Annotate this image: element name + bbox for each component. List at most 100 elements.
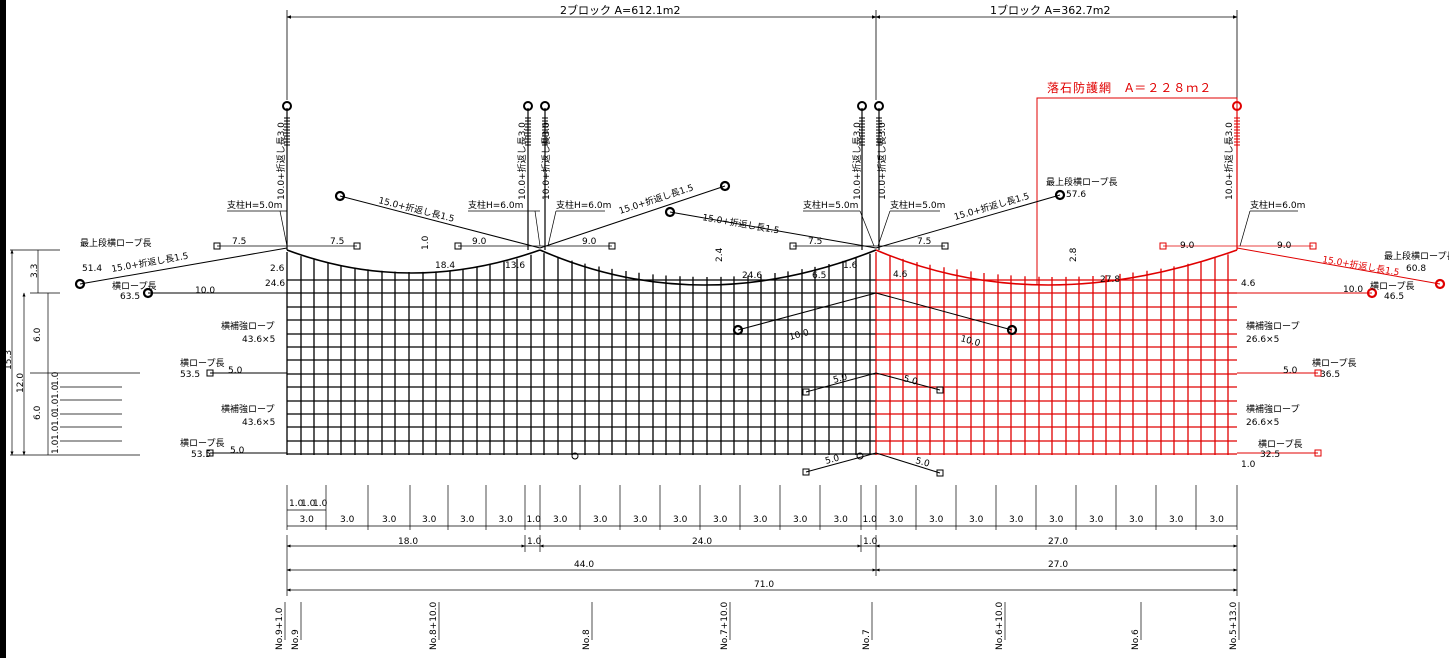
small-anchor-icon: [1314, 369, 1322, 377]
small-anchor-icon: [1309, 242, 1317, 250]
post-rope: [523, 101, 533, 250]
station-label: No.6+10.0: [995, 601, 1005, 650]
value-2-4: 2.4: [715, 247, 725, 262]
reinforce-label-left-1: 横補強ロープ: [221, 320, 274, 332]
spacing-label: 3.0: [889, 515, 904, 525]
anchor-icon: [664, 206, 676, 218]
bottom-dimension-text: 18.0 1.0 24.0 1.0 27.0 44.0 27.0 71.0: [398, 537, 1068, 590]
diagonal-rope-labels: 15.0+折返し長1.5 15.0+折返し長1.5 15.0+折返し長1.5 1…: [110, 181, 1400, 278]
station-label: No.9: [291, 629, 301, 650]
spacing-label: 3.0: [1009, 515, 1024, 525]
anchor-icon: [142, 287, 154, 299]
vertical-rope-labels: 10.0+折返し長3.0 10.0+折返し長3.0 10.0+折返し長3.0 1…: [275, 122, 1235, 200]
drope-label-1: 15.0+折返し長1.5: [110, 250, 189, 275]
left-dim-3-3: 3.3: [30, 264, 40, 278]
anchor-icon: [1006, 324, 1018, 336]
value-53-5-a: 53.5: [180, 370, 200, 380]
bottom-dim-24-0: 24.0: [692, 537, 712, 547]
value-5-0-left-b: 5.0: [230, 446, 245, 456]
value-9-0-b: 9.0: [582, 237, 597, 247]
value-5-0-diag-a: 5.0: [832, 372, 849, 385]
bottom-dim-1-0-a: 1.0: [527, 537, 542, 547]
station-label: No.6: [1131, 629, 1141, 650]
vrope-label-2: 10.0+折返し長3.0: [516, 122, 528, 200]
spacing-label: 3.0: [422, 515, 437, 525]
value-5-0-left-a: 5.0: [228, 366, 243, 376]
left-dim-6-0-b: 6.0: [33, 405, 43, 420]
drope-label-2: 15.0+折返し長1.5: [377, 194, 455, 224]
value-9-0-red-b: 9.0: [1277, 241, 1292, 251]
small-anchor-icon: [213, 242, 221, 250]
spacing-label: 3.0: [1049, 515, 1064, 525]
value-36-5: 36.5: [1320, 370, 1340, 380]
value-10-0-diag-a: 10.0: [788, 328, 810, 343]
station-label: No.8: [582, 629, 592, 650]
spacing-label: 3.0: [793, 515, 808, 525]
value-26-6x5-b: 26.6×5: [1246, 418, 1279, 428]
value-7-5-d: 7.5: [917, 237, 931, 247]
net-marker-icon: [856, 452, 864, 460]
post-rope: [540, 101, 550, 250]
reinforce-label-right-1: 横補強ロープ: [1246, 320, 1299, 332]
value-57-6: 57.6: [1066, 190, 1086, 200]
spacing-label: 3.0: [460, 515, 475, 525]
anchor-head-icon: [282, 101, 292, 111]
value-13-6: 13.6: [505, 261, 525, 271]
post-label-4: 支柱H=5.0m: [803, 199, 858, 211]
block1-area-label: 1ブロック A=362.7m2: [990, 3, 1110, 17]
rope-length-right-3: 横ロープ長: [1258, 438, 1302, 450]
protection-net-bracket: [1036, 97, 1238, 285]
left-dim-1-0-e: 1.0: [51, 425, 61, 440]
small-anchor-icon: [936, 386, 944, 394]
spacing-label: 3.0: [929, 515, 944, 525]
small-anchor-icon: [789, 242, 797, 250]
small-anchor-icon: [1159, 242, 1167, 250]
post-label-2: 支柱H=6.0m: [468, 199, 523, 211]
anchor-icon: [1434, 278, 1446, 290]
value-1-0-height: 1.0: [421, 235, 431, 250]
station-marks: No.9+1.0 No.9 No.8+10.0 No.8 No.7+10.0 No.7 No…: [275, 601, 1240, 650]
vrope-label-6: 10.0+折返し長3.0: [1223, 122, 1235, 200]
anchor-icon: [719, 180, 731, 192]
anchor-icon: [1054, 189, 1066, 201]
top-rope-length-right: 最上段横ロープ長: [1384, 250, 1449, 262]
value-18-4: 18.4: [435, 261, 455, 271]
vrope-label-1: 10.0+折返し長3.0: [275, 122, 287, 200]
spacing-label: 3.0: [673, 515, 688, 525]
spacing-label: 1.0: [863, 515, 878, 525]
value-60-8: 60.8: [1406, 264, 1426, 274]
small-anchor-icon: [608, 242, 616, 250]
spacing-label: 3.0: [553, 515, 568, 525]
spacing-label: 3.0: [753, 515, 768, 525]
left-dim-6-0-a: 6.0: [33, 327, 43, 342]
small-anchor-icon: [802, 388, 810, 396]
spacing-label: 3.0: [1129, 515, 1144, 525]
top-boundary-black: [286, 249, 877, 286]
anchor-icon: [74, 278, 86, 290]
anchor-icon: [732, 324, 744, 336]
anchor-head-icon: [857, 101, 867, 111]
reinforce-label-left-2: 横補強ロープ: [221, 403, 274, 415]
left-dim-1-0-d: 1.0: [51, 411, 61, 426]
spacing-label: 3.0: [834, 515, 849, 525]
left-dim-15-3: 15.3: [4, 350, 14, 370]
vrope-label-5: 10.0+折返し長3.0: [876, 122, 888, 200]
bottom-dim-1-0-b: 1.0: [863, 537, 878, 547]
rope-length-left-2: 横ロープ長: [180, 357, 224, 369]
post-rope: [1232, 101, 1242, 250]
bottom-dim-27-0-a: 27.0: [1048, 537, 1068, 547]
value-4-6-right: 4.6: [1241, 279, 1256, 289]
vrope-label-3: 10.0+折返し長3.0: [540, 122, 552, 200]
small-anchor-icon: [1314, 449, 1322, 457]
value-5-0-diag-b: 5.0: [902, 374, 919, 387]
left-labels: 最上段横ロープ長 51.4 横ロープ長 63.5 10.0 7.5 7.5 9.…: [80, 176, 1449, 470]
spacing-label-small: 1.0: [289, 499, 304, 509]
anchor-head-icon: [1232, 101, 1242, 111]
value-5-0-diag-d: 5.0: [914, 456, 931, 469]
post-ropes: [282, 101, 1242, 250]
station-label: No.5+13.0: [1229, 601, 1239, 650]
small-anchor-icon: [206, 449, 214, 457]
reinforce-label-right-2: 横補強ロープ: [1246, 403, 1299, 415]
small-anchor-icon: [206, 369, 214, 377]
